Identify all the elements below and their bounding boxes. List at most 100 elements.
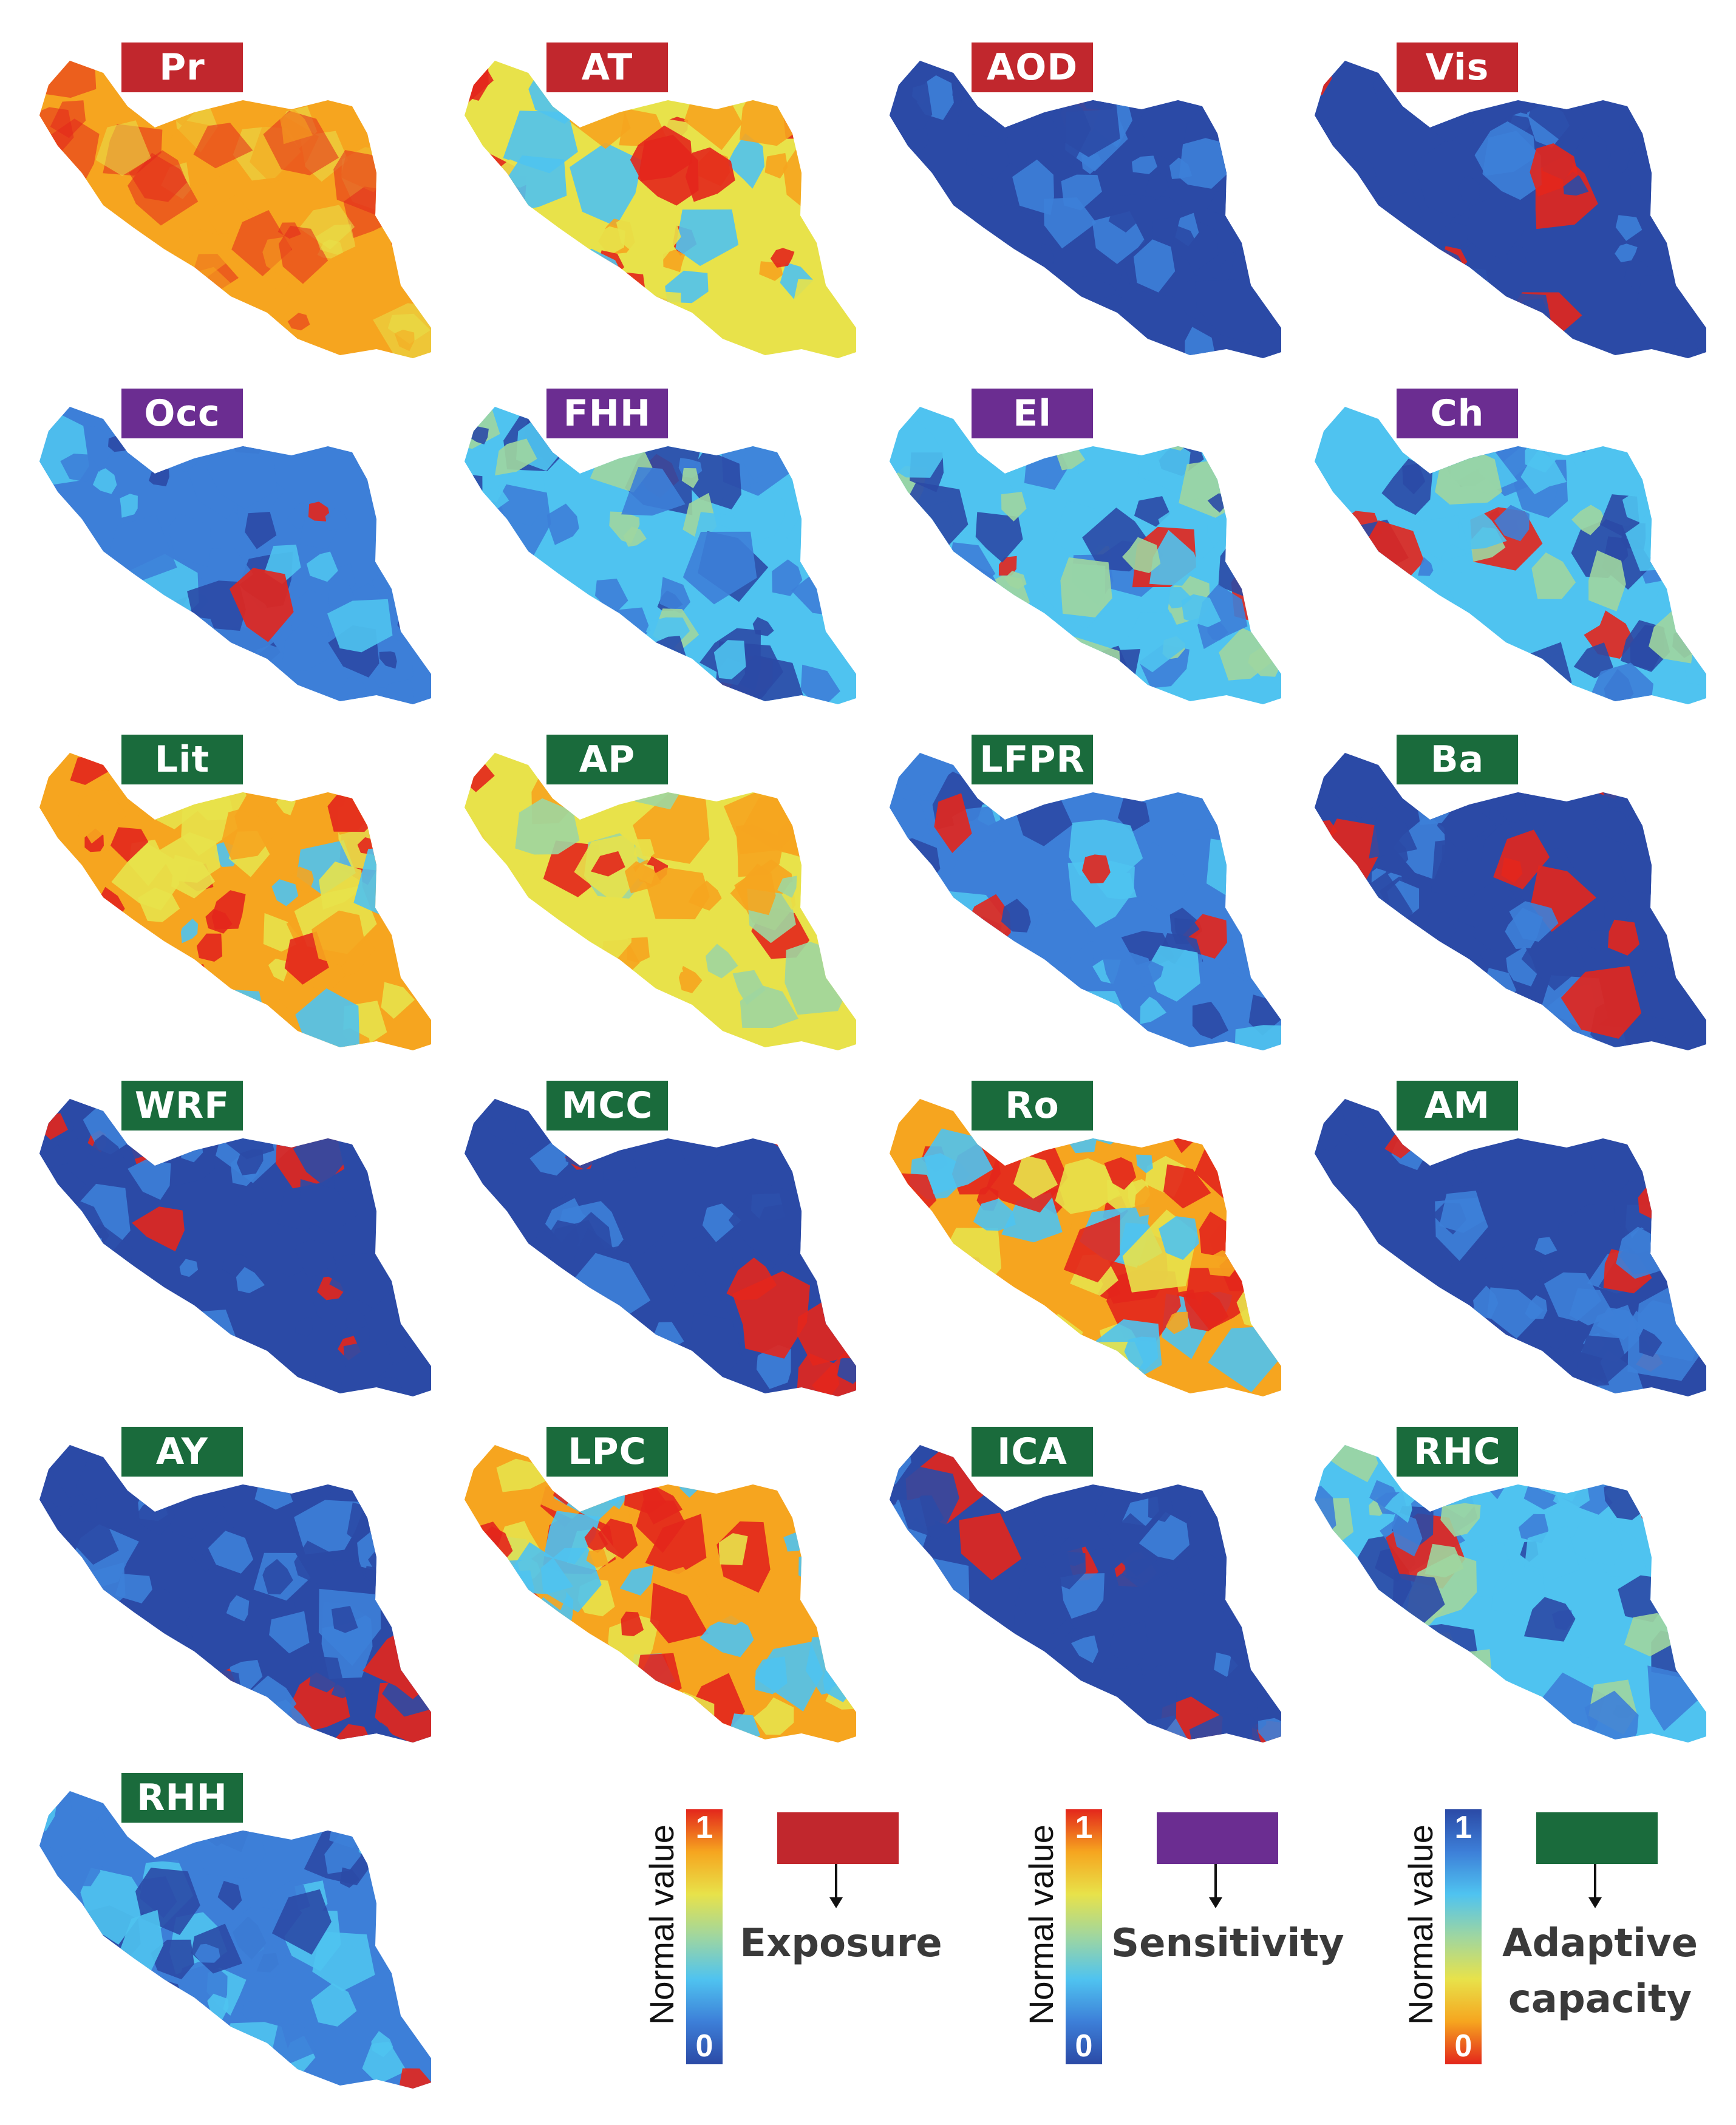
map-region bbox=[896, 914, 931, 958]
map-region bbox=[959, 1512, 1022, 1580]
map-region bbox=[1319, 1682, 1341, 1701]
map-region bbox=[309, 1656, 343, 1693]
map-region bbox=[47, 2066, 98, 2089]
map-region bbox=[538, 1661, 557, 1687]
map-region bbox=[86, 1134, 124, 1169]
map-region bbox=[719, 1533, 748, 1566]
indicator-label: AT bbox=[546, 42, 668, 92]
map-region bbox=[777, 875, 797, 898]
map-region bbox=[169, 2050, 191, 2067]
map-region bbox=[472, 312, 516, 358]
map-region bbox=[1352, 604, 1371, 627]
map-region bbox=[1061, 333, 1092, 358]
map-region bbox=[149, 464, 169, 486]
map-region bbox=[890, 938, 947, 992]
indicator-label: Ch bbox=[1397, 389, 1518, 438]
map-region bbox=[1396, 1682, 1420, 1710]
map-region bbox=[895, 653, 941, 695]
map-region bbox=[379, 651, 397, 669]
map-region bbox=[1530, 143, 1579, 197]
map-region bbox=[53, 582, 116, 625]
map-region bbox=[1052, 1363, 1081, 1396]
map-region bbox=[953, 641, 994, 681]
map-region bbox=[468, 293, 526, 356]
map-region bbox=[1543, 407, 1604, 452]
map-region bbox=[1599, 1099, 1665, 1136]
map-region bbox=[493, 974, 540, 1011]
map-region bbox=[507, 1000, 588, 1050]
map-region bbox=[992, 1657, 1047, 1738]
map-region bbox=[1629, 1123, 1664, 1151]
map-region bbox=[83, 1991, 148, 2053]
map-region bbox=[1013, 1322, 1062, 1375]
map-region bbox=[245, 512, 277, 549]
map-region bbox=[205, 909, 233, 934]
map-region bbox=[137, 259, 179, 298]
map-region bbox=[71, 1010, 100, 1035]
arrow-down-icon bbox=[835, 1864, 837, 1900]
map-region bbox=[770, 248, 795, 268]
map-region bbox=[1315, 184, 1344, 223]
map-region bbox=[295, 1317, 313, 1337]
map-region bbox=[465, 312, 492, 348]
map-region bbox=[966, 134, 1010, 180]
map-region bbox=[1624, 1445, 1688, 1498]
map-region bbox=[890, 1001, 938, 1050]
map-region bbox=[1050, 1688, 1109, 1742]
map-region bbox=[1482, 131, 1542, 200]
map-region bbox=[1101, 334, 1136, 358]
map-region bbox=[1639, 1499, 1660, 1521]
map-region bbox=[1343, 909, 1412, 974]
country-map bbox=[39, 1445, 431, 1742]
map-region bbox=[805, 753, 856, 807]
country-map bbox=[1315, 1445, 1706, 1742]
map-region bbox=[197, 989, 268, 1045]
map-region bbox=[977, 1701, 1002, 1722]
map-region bbox=[1265, 636, 1281, 651]
map-region bbox=[678, 966, 703, 993]
map-region bbox=[591, 906, 633, 958]
map-region bbox=[1077, 1348, 1098, 1368]
map-region bbox=[1316, 308, 1358, 352]
arrowhead-icon bbox=[829, 1897, 843, 1908]
map-region bbox=[895, 929, 931, 970]
map-region bbox=[1355, 609, 1405, 653]
map-region bbox=[1347, 259, 1371, 299]
map-region bbox=[1638, 789, 1680, 822]
map-region bbox=[1173, 225, 1200, 260]
map-region bbox=[1159, 1216, 1199, 1260]
map-region bbox=[148, 947, 173, 970]
map-region bbox=[293, 1134, 347, 1187]
map-region bbox=[387, 1479, 415, 1508]
map-region bbox=[161, 1694, 243, 1742]
map-region bbox=[47, 871, 72, 902]
map-region bbox=[1425, 1649, 1492, 1718]
map-region bbox=[809, 1585, 831, 1617]
map-region bbox=[837, 1358, 856, 1384]
country-map bbox=[39, 1791, 431, 2089]
map-region bbox=[386, 1445, 419, 1469]
map-region bbox=[1002, 648, 1060, 704]
map-region bbox=[1219, 1580, 1278, 1631]
map-region bbox=[1225, 807, 1267, 843]
map-region bbox=[39, 300, 73, 344]
indicator-label: RHC bbox=[1397, 1427, 1518, 1477]
map-panel-ro: Ro bbox=[862, 1081, 1287, 1433]
map-region bbox=[86, 238, 157, 315]
map-region bbox=[311, 910, 365, 967]
map-region bbox=[970, 981, 1026, 1040]
map-region bbox=[1315, 866, 1372, 943]
map-region bbox=[1568, 1512, 1623, 1566]
map-region bbox=[900, 599, 948, 648]
map-region bbox=[890, 1572, 912, 1603]
map-region bbox=[1378, 1282, 1441, 1345]
map-region bbox=[1258, 1718, 1281, 1742]
map-region bbox=[696, 1381, 714, 1396]
map-region bbox=[598, 1518, 638, 1559]
map-region bbox=[39, 976, 94, 1035]
map-region bbox=[1060, 557, 1112, 617]
map-panel-vis: Vis bbox=[1287, 42, 1712, 395]
map-region bbox=[1571, 129, 1608, 183]
map-region bbox=[1241, 122, 1271, 149]
map-region bbox=[518, 1709, 540, 1728]
